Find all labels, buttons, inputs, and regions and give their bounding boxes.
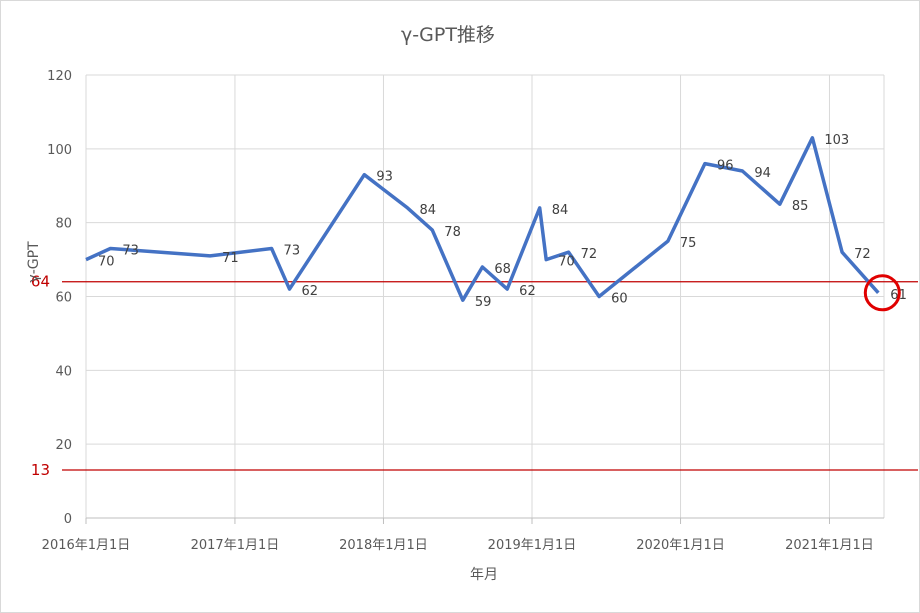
- y-tick-label: 120: [47, 69, 72, 84]
- data-label: 70: [558, 255, 575, 270]
- highlight-circle: [863, 274, 901, 312]
- data-label: 60: [611, 292, 628, 307]
- data-label: 62: [519, 284, 536, 299]
- data-label: 94: [754, 166, 771, 181]
- data-label: 62: [301, 284, 318, 299]
- y-tick-label: 0: [64, 512, 72, 527]
- y-axis-title: γ-GPT: [26, 241, 42, 283]
- series-layer: [85, 136, 880, 302]
- data-label: 68: [494, 262, 511, 277]
- y-tick-label: 40: [55, 364, 72, 379]
- data-labels: 70 73 71 73 62 93 84 78 59 68 62 84 70 72 60 75 96 94 85 10…: [98, 133, 907, 312]
- data-label: 71: [222, 251, 239, 266]
- data-label: 78: [444, 225, 461, 240]
- series-line: [85, 136, 880, 302]
- reference-label: 13: [31, 461, 50, 479]
- data-label: 59: [475, 295, 492, 310]
- x-tick-label: 2016年1月1日: [42, 538, 131, 553]
- data-label: 70: [98, 255, 115, 270]
- grid-lines: [85, 74, 885, 518]
- y-tick-label: 60: [55, 291, 72, 306]
- data-label: 85: [792, 199, 809, 214]
- y-tick-label: 20: [55, 438, 72, 453]
- data-label: 75: [680, 236, 697, 251]
- reference-label: 64: [31, 273, 50, 291]
- data-label: 93: [376, 170, 393, 185]
- data-label: 84: [419, 203, 436, 218]
- axes: 0 20 40 60 80 100 120 2016年1月1日 2017年1月1日 2018年1月…: [42, 69, 884, 553]
- data-label: 73: [122, 244, 139, 259]
- x-tick-label: 2019年1月1日: [488, 538, 577, 553]
- data-label: 73: [284, 244, 301, 259]
- data-label: 84: [552, 203, 569, 218]
- data-label: 96: [717, 159, 734, 174]
- x-tick-label: 2021年1月1日: [785, 538, 874, 553]
- y-tick-label: 80: [55, 217, 72, 232]
- data-label: 72: [854, 247, 871, 262]
- chart-title: γ-GPT推移: [401, 24, 495, 46]
- x-tick-label: 2020年1月1日: [636, 538, 725, 553]
- x-tick-label: 2017年1月1日: [191, 538, 280, 553]
- x-tick-label: 2018年1月1日: [339, 538, 428, 553]
- x-axis-title: 年月: [470, 567, 498, 583]
- data-label: 103: [824, 133, 849, 148]
- reference-lines: 64 13: [31, 273, 918, 479]
- data-label: 72: [581, 247, 598, 262]
- y-tick-label: 100: [47, 143, 72, 158]
